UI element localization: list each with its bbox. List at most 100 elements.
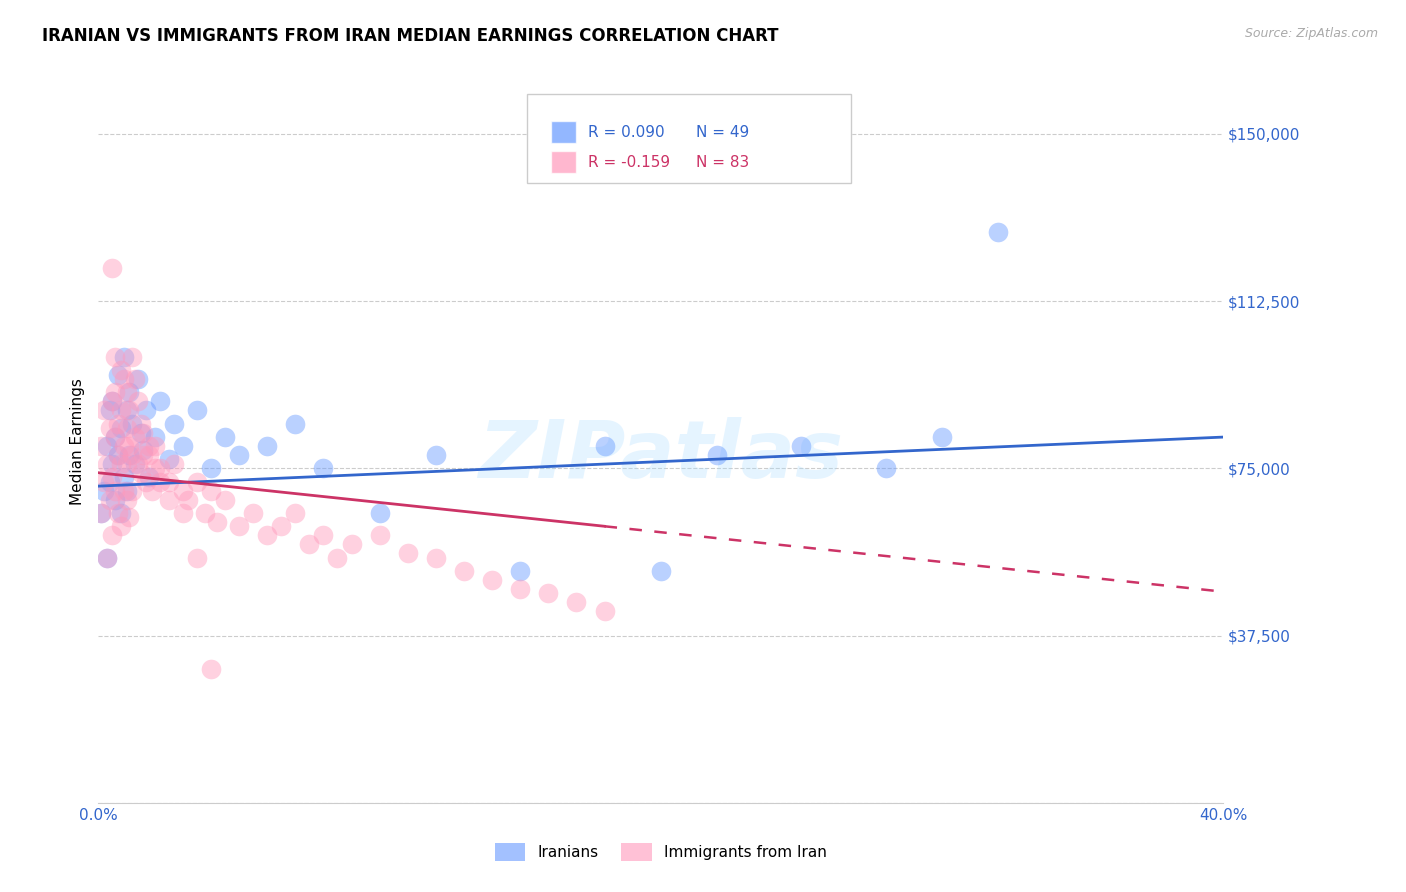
Point bbox=[110, 506, 132, 520]
Point bbox=[194, 506, 217, 520]
Point bbox=[101, 528, 124, 542]
Point bbox=[481, 573, 503, 587]
Point bbox=[706, 448, 728, 462]
Point bbox=[172, 439, 194, 453]
Point bbox=[93, 403, 115, 417]
Point bbox=[129, 417, 152, 431]
Text: N = 83: N = 83 bbox=[696, 155, 749, 169]
Point bbox=[141, 483, 163, 498]
Point bbox=[107, 368, 129, 382]
Point bbox=[132, 425, 155, 440]
Point bbox=[101, 394, 124, 409]
Point bbox=[228, 519, 250, 533]
Point bbox=[118, 385, 141, 400]
Point bbox=[509, 564, 531, 578]
Point bbox=[90, 439, 112, 453]
Point bbox=[129, 466, 152, 480]
Point bbox=[115, 421, 138, 435]
Point bbox=[298, 537, 321, 551]
Point bbox=[132, 448, 155, 462]
Point bbox=[340, 537, 363, 551]
Point bbox=[98, 475, 121, 489]
Point bbox=[121, 417, 143, 431]
Point bbox=[110, 363, 132, 377]
Point bbox=[127, 457, 149, 471]
Point bbox=[149, 475, 172, 489]
Point bbox=[93, 483, 115, 498]
Point bbox=[115, 483, 138, 498]
Point bbox=[256, 439, 278, 453]
Point bbox=[118, 510, 141, 524]
Point bbox=[205, 515, 228, 529]
Point bbox=[124, 372, 146, 386]
Point bbox=[104, 430, 127, 444]
Point bbox=[186, 403, 208, 417]
Point bbox=[875, 461, 897, 475]
Point bbox=[143, 461, 166, 475]
Point bbox=[157, 492, 180, 507]
Point bbox=[135, 403, 157, 417]
Point bbox=[186, 475, 208, 489]
Point bbox=[104, 483, 127, 498]
Point bbox=[368, 528, 391, 542]
Point bbox=[256, 528, 278, 542]
Point bbox=[593, 604, 616, 618]
Point bbox=[112, 350, 135, 364]
Point bbox=[368, 506, 391, 520]
Point bbox=[121, 483, 143, 498]
Point bbox=[129, 425, 152, 440]
Point bbox=[200, 461, 222, 475]
Point bbox=[93, 475, 115, 489]
Point bbox=[200, 483, 222, 498]
Point bbox=[90, 506, 112, 520]
Point bbox=[425, 448, 447, 462]
Point bbox=[143, 430, 166, 444]
Point bbox=[124, 457, 146, 471]
Point bbox=[115, 403, 138, 417]
Point bbox=[425, 550, 447, 565]
Point bbox=[104, 385, 127, 400]
Point bbox=[107, 417, 129, 431]
Text: Source: ZipAtlas.com: Source: ZipAtlas.com bbox=[1244, 27, 1378, 40]
Point bbox=[270, 519, 292, 533]
Point bbox=[124, 430, 146, 444]
Point bbox=[118, 439, 141, 453]
Point bbox=[110, 421, 132, 435]
Point bbox=[96, 439, 118, 453]
Point bbox=[987, 225, 1010, 239]
Point bbox=[138, 470, 160, 484]
Point bbox=[157, 452, 180, 467]
Point bbox=[312, 461, 335, 475]
Legend: Iranians, Immigrants from Iran: Iranians, Immigrants from Iran bbox=[488, 837, 834, 867]
Point bbox=[121, 448, 143, 462]
Text: R = 0.090: R = 0.090 bbox=[588, 125, 664, 139]
Point bbox=[593, 439, 616, 453]
Point bbox=[138, 439, 160, 453]
Point bbox=[104, 430, 127, 444]
Point bbox=[186, 550, 208, 565]
Point bbox=[112, 483, 135, 498]
Point bbox=[132, 443, 155, 458]
Point bbox=[228, 448, 250, 462]
Point bbox=[149, 461, 172, 475]
Point bbox=[790, 439, 813, 453]
Point bbox=[112, 470, 135, 484]
Point bbox=[537, 586, 560, 600]
Point bbox=[284, 417, 307, 431]
Point bbox=[96, 550, 118, 565]
Text: N = 49: N = 49 bbox=[696, 125, 749, 139]
Point bbox=[149, 394, 172, 409]
Point bbox=[200, 662, 222, 676]
Point bbox=[118, 448, 141, 462]
Point bbox=[104, 492, 127, 507]
Text: ZIPatlas: ZIPatlas bbox=[478, 417, 844, 495]
Point bbox=[650, 564, 672, 578]
Point bbox=[98, 421, 121, 435]
Point bbox=[107, 448, 129, 462]
Point bbox=[110, 519, 132, 533]
Text: R = -0.159: R = -0.159 bbox=[588, 155, 669, 169]
Point bbox=[172, 483, 194, 498]
Point bbox=[121, 350, 143, 364]
Y-axis label: Median Earnings: Median Earnings bbox=[69, 378, 84, 505]
Point bbox=[177, 492, 200, 507]
